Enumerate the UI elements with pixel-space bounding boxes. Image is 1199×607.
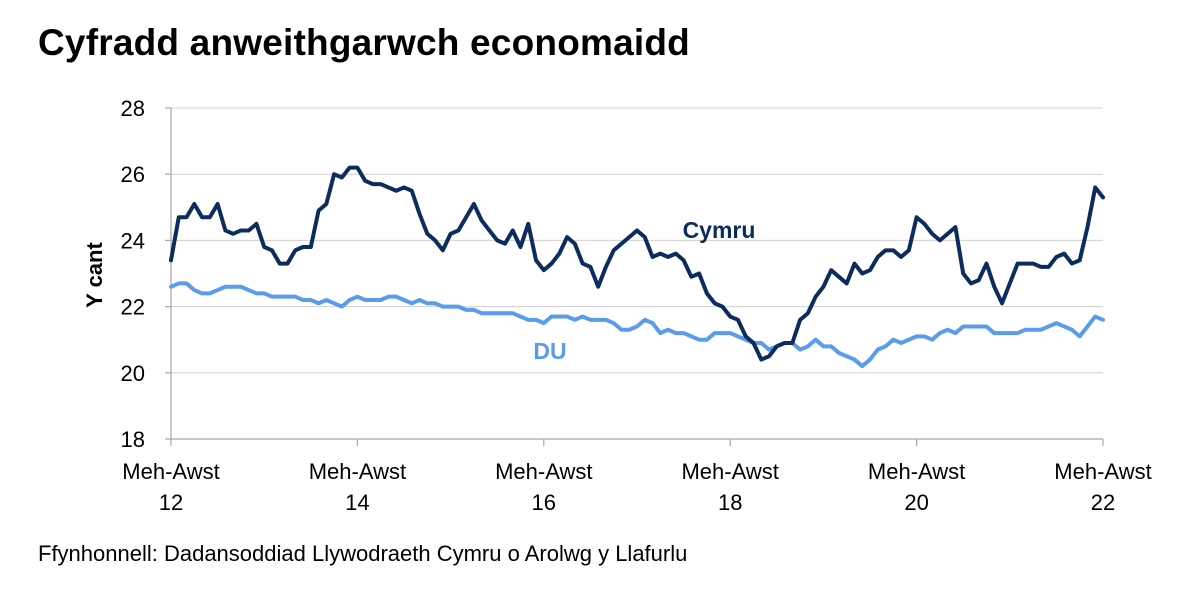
y-tick-label: 20 xyxy=(121,361,145,386)
x-tick-label-year: 20 xyxy=(904,490,928,515)
y-tick-label: 28 xyxy=(121,96,145,121)
series-labels: Cymru DU xyxy=(533,217,755,364)
x-tick-label-year: 22 xyxy=(1091,490,1115,515)
y-tick-label: 26 xyxy=(121,162,145,187)
x-tick-label-year: 18 xyxy=(718,490,742,515)
y-tick-labels: 18 20 22 24 26 28 xyxy=(121,96,145,452)
gridlines xyxy=(171,107,1103,374)
y-tick-label: 18 xyxy=(121,427,145,452)
x-tick-label-year: 12 xyxy=(159,490,183,515)
y-tick-label: 22 xyxy=(121,295,145,320)
y-tick-label: 24 xyxy=(121,228,145,253)
series-lines xyxy=(169,165,1105,369)
x-tick-label-year: 16 xyxy=(532,490,556,515)
x-tick-label: Meh-Awst xyxy=(122,459,219,484)
x-tick-label: Meh-Awst xyxy=(868,459,965,484)
series-line-du xyxy=(169,281,1105,369)
x-tick-label: Meh-Awst xyxy=(1054,459,1151,484)
chart-title: Cyfradd anweithgarwch economaidd xyxy=(38,22,690,63)
series-label-du: DU xyxy=(533,338,566,364)
x-tick-label: Meh-Awst xyxy=(495,459,592,484)
series-label-cymru: Cymru xyxy=(683,217,756,243)
x-tick-labels: Meh-Awst 12 Meh-Awst 14 Meh-Awst 16 Meh-Awst 18… xyxy=(122,459,1151,515)
source-note: Ffynhonnell: Dadansoddiad Llywodraeth Cy… xyxy=(38,541,688,566)
x-tick-label: Meh-Awst xyxy=(681,459,778,484)
y-axis-label: Y cant xyxy=(82,242,107,308)
x-tick-label-year: 14 xyxy=(345,490,369,515)
axes xyxy=(165,107,1104,446)
series-line-cymru xyxy=(169,165,1105,362)
x-tick-label: Meh-Awst xyxy=(309,459,406,484)
